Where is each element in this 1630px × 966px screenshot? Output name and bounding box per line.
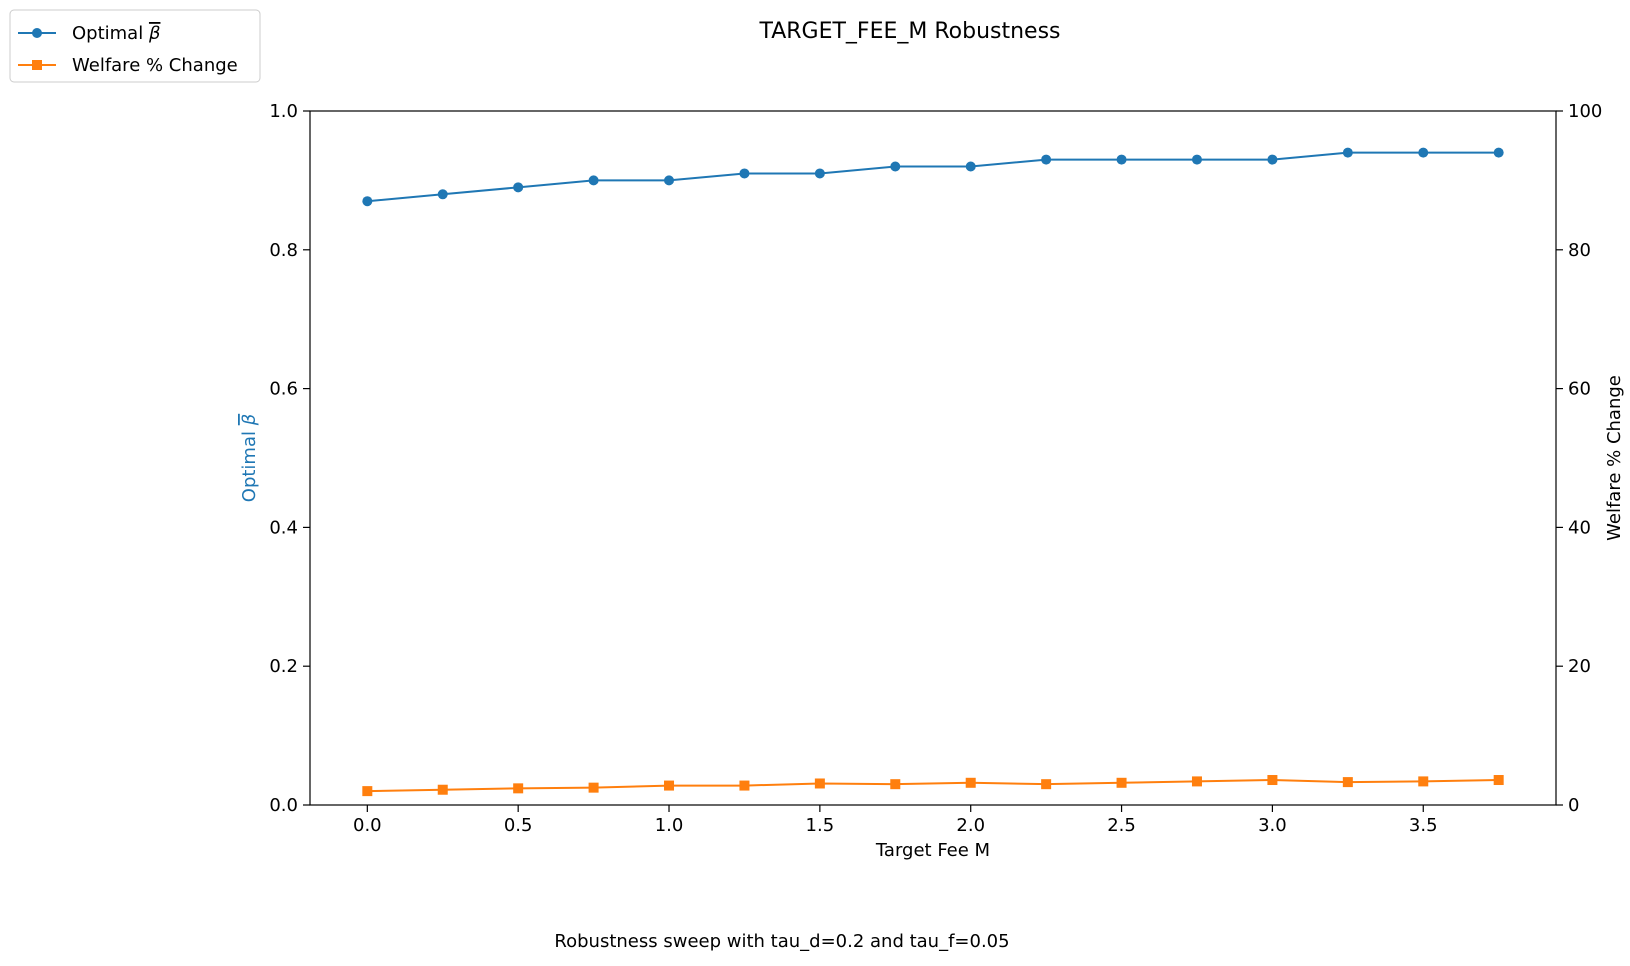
data-point-optimal-beta: [362, 196, 373, 207]
x-tick-label: 3.0: [1258, 815, 1287, 836]
data-point-welfare-change: [588, 782, 599, 793]
data-point-optimal-beta: [588, 175, 599, 186]
data-point-welfare-change: [1191, 776, 1202, 787]
series-layer: [362, 147, 1504, 797]
y-right-tick-label: 60: [1568, 379, 1591, 400]
data-point-optimal-beta: [1418, 147, 1429, 158]
data-point-optimal-beta: [664, 175, 675, 186]
data-point-welfare-change: [513, 783, 524, 794]
x-axis-label: Target Fee M: [875, 840, 990, 861]
data-point-optimal-beta: [513, 182, 524, 193]
legend-label-optimal-beta-prefix: Optimal: [72, 23, 149, 44]
x-tick-label: 2.5: [1107, 815, 1136, 836]
y-right-tick-label: 20: [1568, 656, 1591, 677]
legend-label-welfare: Welfare % Change: [72, 55, 238, 76]
data-point-optimal-beta: [890, 161, 901, 172]
y-right-tick-label: 100: [1568, 101, 1602, 122]
data-point-welfare-change: [739, 780, 750, 791]
data-point-optimal-beta: [1267, 154, 1278, 165]
data-point-welfare-change: [362, 786, 373, 797]
data-point-optimal-beta: [1041, 154, 1052, 165]
chart-caption: Robustness sweep with tau_d=0.2 and tau_…: [554, 931, 1009, 952]
data-point-optimal-beta: [1116, 154, 1127, 165]
legend-marker-welfare: [32, 60, 42, 70]
data-point-welfare-change: [965, 777, 976, 788]
x-tick-label: 0.0: [353, 815, 382, 836]
data-point-welfare-change: [437, 784, 448, 795]
data-point-optimal-beta: [965, 161, 976, 172]
x-tick-label: 0.5: [504, 815, 533, 836]
data-point-welfare-change: [890, 779, 901, 790]
y-right-tick-label: 80: [1568, 240, 1591, 261]
y-left-axis-label: Optimal β: [239, 414, 260, 502]
data-point-optimal-beta: [1493, 147, 1504, 158]
data-point-welfare-change: [1493, 775, 1504, 786]
y-left-tick-label: 0.6: [269, 379, 298, 400]
data-point-welfare-change: [1267, 775, 1278, 786]
x-tick-label: 1.0: [655, 815, 684, 836]
data-point-welfare-change: [1041, 779, 1052, 790]
y-right-tick-label: 0: [1568, 795, 1579, 816]
x-tick-label: 3.5: [1409, 815, 1438, 836]
y-left-tick-label: 0.2: [269, 656, 298, 677]
data-point-welfare-change: [1418, 776, 1429, 787]
data-point-optimal-beta: [739, 168, 750, 179]
y-left-tick-label: 0.4: [269, 517, 298, 538]
data-point-welfare-change: [664, 780, 675, 791]
data-point-optimal-beta: [437, 189, 448, 200]
data-point-optimal-beta: [1191, 154, 1202, 165]
x-axis-ticks: 0.0 0.5 1.0 1.5 2.0 2.5 3.0 3.5: [353, 805, 1438, 836]
legend: Optimal β Welfare % Change: [9, 9, 261, 83]
y-left-axis-label-prefix: Optimal: [239, 425, 260, 502]
y-left-tick-label: 0.0: [269, 795, 298, 816]
y-left-tick-label: 0.8: [269, 240, 298, 261]
x-tick-label: 1.5: [806, 815, 835, 836]
x-tick-label: 2.0: [956, 815, 985, 836]
legend-marker-optimal-beta: [32, 28, 42, 38]
data-point-welfare-change: [1116, 777, 1127, 788]
chart-title: TARGET_FEE_M Robustness: [758, 19, 1060, 44]
legend-box: [9, 9, 261, 83]
data-point-welfare-change: [814, 778, 825, 789]
series-line-welfare-change: [367, 779, 1499, 793]
data-point-welfare-change: [1342, 777, 1353, 788]
y-left-axis-label-symbol: β: [239, 414, 260, 427]
y-right-tick-label: 40: [1568, 517, 1591, 538]
y-left-tick-label: 1.0: [269, 101, 298, 122]
y-right-axis-ticks: 0 20 40 60 80 100: [1556, 101, 1602, 816]
plot-frame: [309, 110, 1557, 806]
series-line-optimal-beta: [367, 151, 1499, 203]
legend-label-optimal-beta-symbol: β: [148, 23, 161, 44]
legend-label-optimal-beta: Optimal β: [72, 23, 160, 44]
y-right-axis-label: Welfare % Change: [1604, 375, 1625, 541]
data-point-optimal-beta: [814, 168, 825, 179]
y-left-axis-ticks: 0.0 0.2 0.4 0.6 0.8 1.0: [269, 101, 310, 816]
data-point-optimal-beta: [1342, 147, 1353, 158]
